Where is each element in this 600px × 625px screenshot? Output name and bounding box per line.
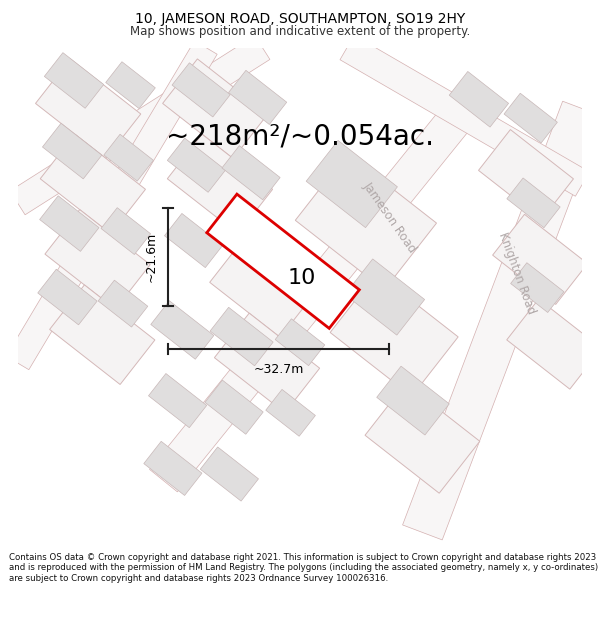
Polygon shape	[40, 134, 145, 234]
Polygon shape	[205, 380, 263, 434]
Polygon shape	[104, 134, 154, 181]
Polygon shape	[98, 280, 148, 327]
Polygon shape	[151, 301, 214, 359]
Polygon shape	[172, 62, 230, 117]
Polygon shape	[504, 93, 557, 143]
Polygon shape	[163, 59, 268, 159]
Text: Contains OS data © Crown copyright and database right 2021. This information is : Contains OS data © Crown copyright and d…	[9, 552, 598, 582]
Polygon shape	[330, 273, 458, 396]
Polygon shape	[210, 238, 315, 338]
Text: Map shows position and indicative extent of the property.: Map shows position and indicative extent…	[130, 25, 470, 38]
Polygon shape	[164, 214, 223, 268]
Polygon shape	[306, 141, 397, 228]
Text: Jameson Road: Jameson Road	[360, 179, 419, 255]
Polygon shape	[219, 221, 277, 275]
Polygon shape	[10, 36, 270, 215]
Polygon shape	[149, 79, 493, 492]
Polygon shape	[167, 138, 226, 192]
Text: ~21.6m: ~21.6m	[145, 232, 158, 282]
Polygon shape	[148, 374, 206, 428]
Polygon shape	[200, 447, 259, 501]
Polygon shape	[106, 62, 155, 109]
Polygon shape	[340, 35, 590, 196]
Text: ~218m²/~0.054ac.: ~218m²/~0.054ac.	[166, 123, 434, 151]
Polygon shape	[222, 146, 280, 200]
Polygon shape	[40, 196, 99, 251]
Polygon shape	[6, 41, 217, 370]
Polygon shape	[403, 101, 600, 540]
Polygon shape	[507, 178, 560, 227]
Polygon shape	[229, 71, 287, 124]
Polygon shape	[479, 129, 574, 219]
Polygon shape	[44, 52, 104, 108]
Polygon shape	[493, 214, 587, 304]
Polygon shape	[507, 299, 600, 389]
Polygon shape	[365, 383, 480, 493]
Polygon shape	[266, 389, 316, 436]
Text: 10: 10	[287, 268, 316, 288]
Polygon shape	[167, 134, 272, 234]
Polygon shape	[511, 262, 564, 312]
Polygon shape	[45, 209, 150, 309]
Polygon shape	[35, 59, 141, 159]
Polygon shape	[101, 208, 151, 254]
Polygon shape	[214, 313, 320, 412]
Text: ~32.7m: ~32.7m	[254, 363, 304, 376]
Polygon shape	[377, 366, 449, 435]
Text: Knighton Road: Knighton Road	[496, 231, 538, 316]
Polygon shape	[295, 154, 437, 290]
Polygon shape	[210, 308, 273, 366]
Polygon shape	[275, 319, 325, 366]
Polygon shape	[207, 194, 359, 328]
Polygon shape	[38, 269, 97, 325]
Text: 10, JAMESON ROAD, SOUTHAMPTON, SO19 2HY: 10, JAMESON ROAD, SOUTHAMPTON, SO19 2HY	[135, 12, 465, 26]
Polygon shape	[50, 285, 155, 384]
Polygon shape	[449, 71, 509, 127]
Polygon shape	[144, 441, 202, 496]
Polygon shape	[43, 123, 102, 179]
Polygon shape	[345, 259, 425, 335]
